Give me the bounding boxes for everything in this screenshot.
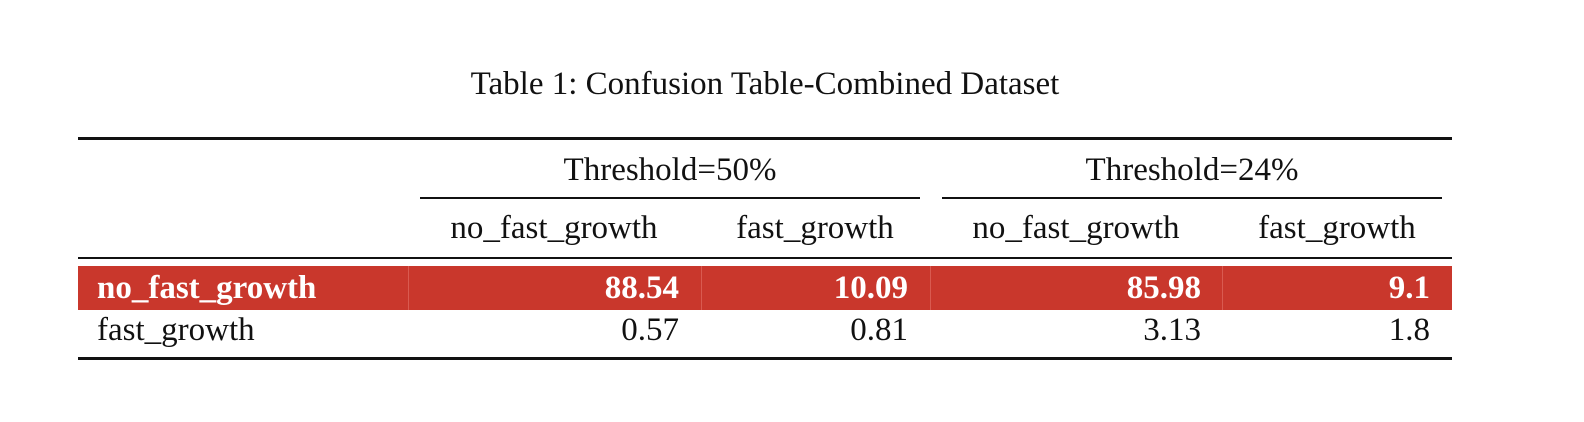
table-caption: Table 1: Confusion Table-Combined Datase… (470, 66, 1060, 102)
cell-separator (1222, 266, 1223, 310)
table-cell: 88.54 (604, 270, 679, 306)
table-cell: 0.81 (850, 312, 908, 348)
table-cell: 10.09 (833, 270, 908, 306)
group-underline-threshold-24 (942, 197, 1442, 199)
table-cell: 3.13 (1143, 312, 1201, 348)
cell-separator (408, 266, 409, 310)
column-header: fast_growth (1258, 210, 1416, 246)
top-rule (78, 137, 1452, 140)
table-cell: 9.1 (1388, 270, 1430, 306)
row-label: no_fast_growth (97, 270, 317, 306)
table-cell: 0.57 (621, 312, 679, 348)
cell-separator (701, 266, 702, 310)
cell-separator (930, 266, 931, 310)
header-rule (78, 257, 1452, 259)
table-cell: 85.98 (1126, 270, 1201, 306)
bottom-rule (78, 357, 1452, 360)
table-cell: 1.8 (1388, 312, 1430, 348)
column-header: fast_growth (736, 210, 894, 246)
row-label: fast_growth (97, 312, 255, 348)
highlighted-row-background (78, 266, 1452, 310)
column-header: no_fast_growth (972, 210, 1180, 246)
group-underline-threshold-50 (420, 197, 920, 199)
column-header: no_fast_growth (450, 210, 658, 246)
group-header-threshold-50: Threshold=50% (563, 152, 777, 188)
group-header-threshold-24: Threshold=24% (1085, 152, 1299, 188)
